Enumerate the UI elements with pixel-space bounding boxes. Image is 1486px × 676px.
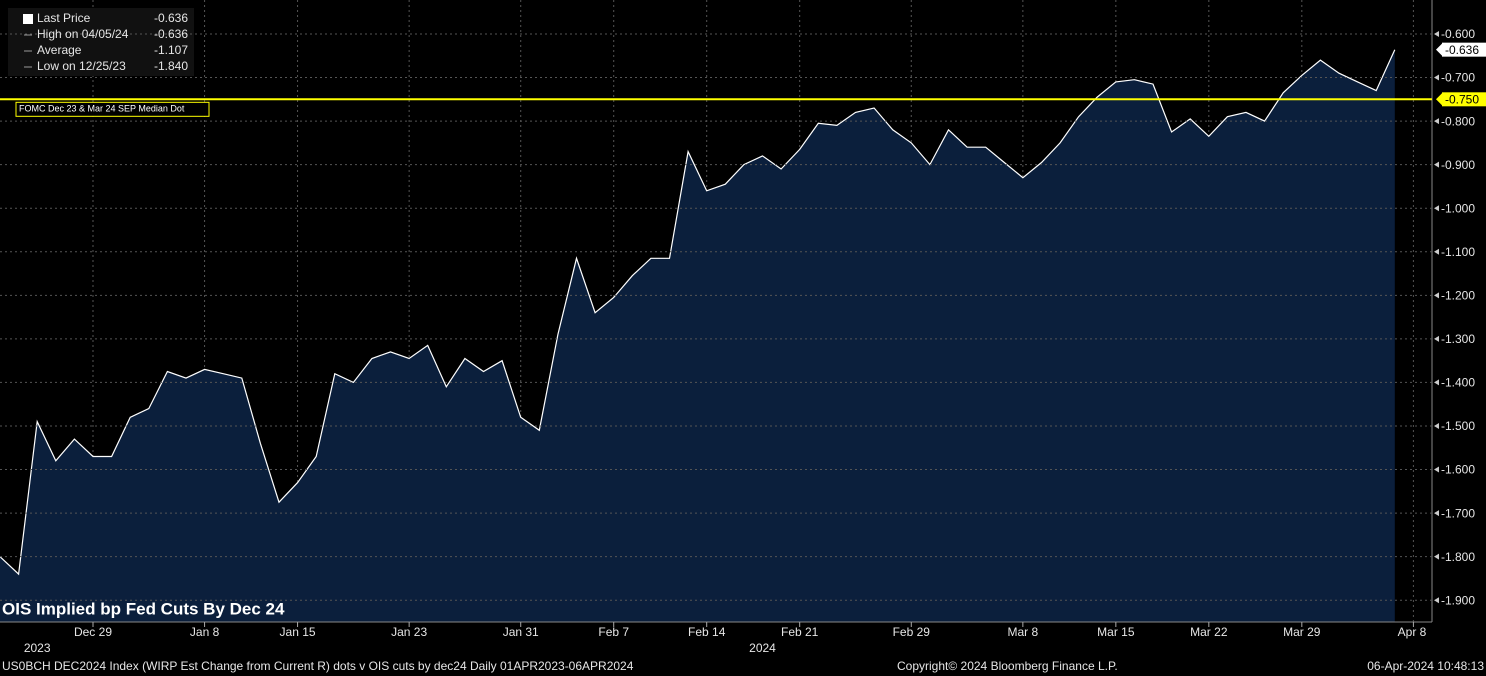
y-tick-mark bbox=[1434, 118, 1439, 125]
y-tick-label: -0.900 bbox=[1441, 158, 1475, 172]
x-tick-label: Mar 22 bbox=[1190, 625, 1228, 639]
y-tick-label: -1.300 bbox=[1441, 332, 1475, 346]
value-label-box bbox=[1442, 42, 1486, 57]
y-tick-label: -0.700 bbox=[1441, 71, 1475, 85]
y-tick-label: -1.700 bbox=[1441, 506, 1475, 520]
value-label-pointer bbox=[1436, 43, 1442, 56]
area-fill bbox=[0, 49, 1395, 622]
legend-value: -0.636 bbox=[154, 27, 188, 41]
year-label: 2024 bbox=[749, 641, 776, 655]
reference-label: -0.750 bbox=[1445, 92, 1479, 106]
y-tick-label: -1.200 bbox=[1441, 288, 1475, 302]
year-label: 2023 bbox=[24, 641, 51, 655]
y-tick-mark bbox=[1434, 74, 1439, 81]
y-tick-mark bbox=[1434, 597, 1439, 604]
y-tick-mark bbox=[1434, 335, 1439, 342]
legend-box bbox=[8, 8, 194, 76]
value-label: -0.636 bbox=[1445, 43, 1479, 57]
footer-source: US0BCH DEC2024 Index (WIRP Est Change fr… bbox=[2, 659, 634, 673]
x-tick-label: Jan 15 bbox=[280, 625, 316, 639]
x-tick-label: Jan 31 bbox=[503, 625, 539, 639]
reference-label-box bbox=[1442, 92, 1486, 107]
reference-pointer bbox=[1436, 93, 1442, 106]
y-tick-label: -1.800 bbox=[1441, 550, 1475, 564]
legend-value: -1.840 bbox=[154, 59, 188, 73]
y-tick-mark bbox=[1434, 205, 1439, 212]
chart-title: OIS Implied bp Fed Cuts By Dec 24 bbox=[2, 599, 285, 618]
y-tick-mark bbox=[1434, 466, 1439, 473]
y-tick-mark bbox=[1434, 161, 1439, 168]
plot-area bbox=[0, 0, 1414, 622]
y-tick-label: -0.800 bbox=[1441, 114, 1475, 128]
legend-swatch bbox=[23, 14, 33, 24]
x-tick-label: Dec 29 bbox=[74, 625, 112, 639]
y-tick-label: -1.000 bbox=[1441, 201, 1475, 215]
x-tick-label: Apr 8 bbox=[1398, 625, 1427, 639]
footer-copyright: Copyright© 2024 Bloomberg Finance L.P. bbox=[897, 659, 1118, 673]
reference-note-box bbox=[15, 101, 210, 117]
y-tick-mark bbox=[1434, 292, 1439, 299]
legend-value: -1.107 bbox=[154, 43, 188, 57]
legend-value: -0.636 bbox=[154, 11, 188, 25]
x-tick-label: Feb 14 bbox=[688, 625, 726, 639]
x-tick-label: Jan 8 bbox=[190, 625, 220, 639]
y-tick-mark bbox=[1434, 30, 1439, 37]
reference-note: FOMC Dec 23 & Mar 24 SEP Median Dot bbox=[19, 104, 185, 114]
x-tick-label: Mar 29 bbox=[1283, 625, 1321, 639]
y-tick-label: -1.100 bbox=[1441, 245, 1475, 259]
x-tick-label: Mar 15 bbox=[1097, 625, 1135, 639]
y-tick-label: -1.500 bbox=[1441, 419, 1475, 433]
line bbox=[0, 49, 1396, 576]
y-tick-mark bbox=[1434, 379, 1439, 386]
x-tick-label: Mar 8 bbox=[1008, 625, 1039, 639]
y-tick-label: -1.400 bbox=[1441, 376, 1475, 390]
y-tick-mark bbox=[1434, 422, 1439, 429]
footer-timestamp: 06-Apr-2024 10:48:13 bbox=[1367, 659, 1484, 673]
y-tick-label: -1.900 bbox=[1441, 593, 1475, 607]
y-tick-mark bbox=[1434, 248, 1439, 255]
y-tick-label: -0.600 bbox=[1441, 27, 1475, 41]
x-tick-label: Feb 29 bbox=[893, 625, 931, 639]
x-tick-label: Feb 21 bbox=[781, 625, 819, 639]
legend-label: Low on 12/25/23 bbox=[37, 59, 126, 73]
y-tick-label: -1.600 bbox=[1441, 463, 1475, 477]
legend-label: High on 04/05/24 bbox=[37, 27, 129, 41]
x-tick-label: Jan 23 bbox=[391, 625, 427, 639]
y-tick-mark bbox=[1434, 510, 1439, 517]
legend-label: Average bbox=[37, 43, 82, 57]
legend-label: Last Price bbox=[37, 11, 91, 25]
x-tick-label: Feb 7 bbox=[598, 625, 629, 639]
y-tick-mark bbox=[1434, 553, 1439, 560]
